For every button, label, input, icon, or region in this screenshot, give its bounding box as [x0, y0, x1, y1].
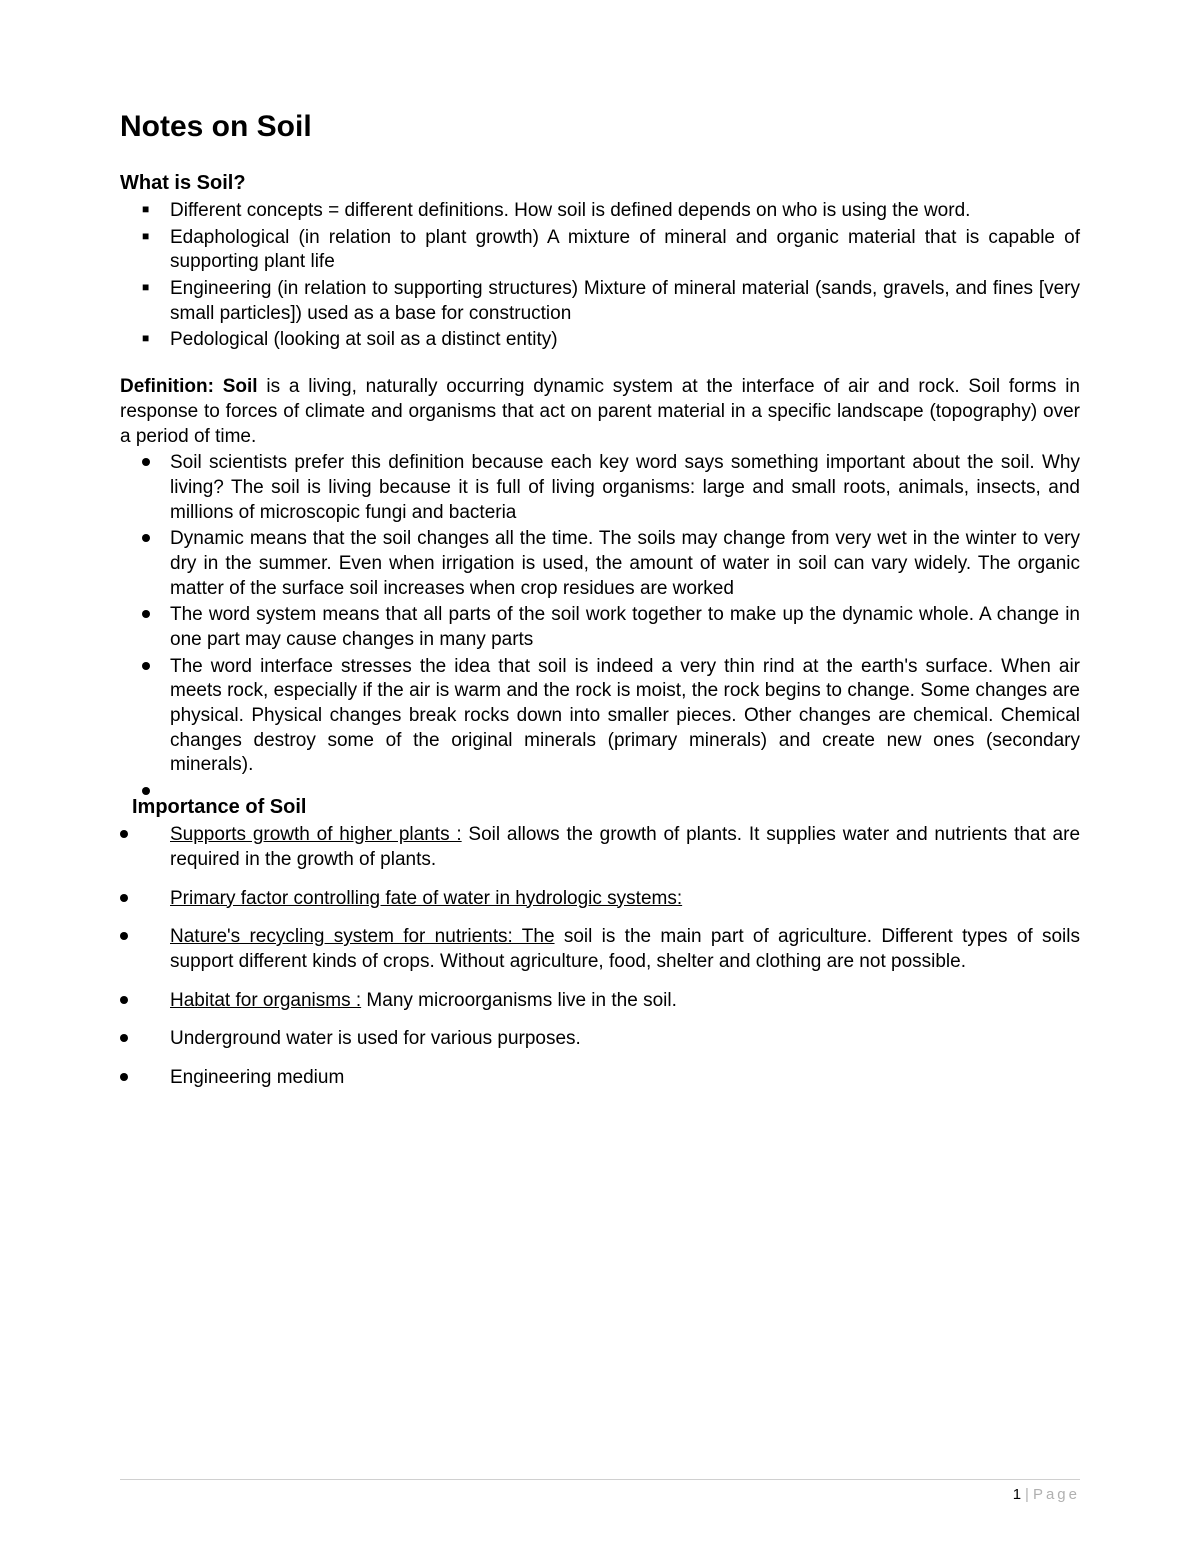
list-item: Underground water is used for various pu… — [120, 1027, 1080, 1052]
list-item: Pedological (looking at soil as a distin… — [170, 328, 1080, 353]
importance-list: Supports growth of higher plants : Soil … — [120, 823, 1080, 1091]
list-item: Engineering medium — [120, 1066, 1080, 1091]
list-item: Edaphological (in relation to plant grow… — [170, 226, 1080, 275]
list-item-lead: Supports growth of higher plants : — [170, 824, 462, 845]
list-item: Different concepts = different definitio… — [170, 199, 1080, 224]
list-item: Nature's recycling system for nutrients:… — [120, 925, 1080, 974]
list-item: Primary factor controlling fate of water… — [120, 887, 1080, 912]
list-item-lead: Primary factor controlling fate of water… — [170, 888, 682, 909]
page-footer: 1|Page — [120, 1479, 1080, 1503]
list-item: Habitat for organisms : Many microorgani… — [120, 989, 1080, 1014]
section-heading-importance: Importance of Soil — [132, 796, 1080, 819]
list-item-rest: Many microorganisms live in the soil. — [361, 990, 677, 1011]
list-item: Engineering (in relation to supporting s… — [170, 277, 1080, 326]
list-item-lead: Nature's recycling system for nutrients:… — [170, 926, 555, 947]
list-item: The word system means that all parts of … — [170, 603, 1080, 652]
page-title: Notes on Soil — [120, 110, 1080, 144]
list-item-lead: Habitat for organisms : — [170, 990, 361, 1011]
list-item: Soil scientists prefer this definition b… — [170, 451, 1080, 525]
definition-list: Soil scientists prefer this definition b… — [120, 451, 1080, 778]
page-label: Page — [1033, 1486, 1080, 1503]
definition-lead: Definition: Soil — [120, 376, 258, 397]
list-item-rest: Engineering medium — [170, 1067, 344, 1088]
document-page: Notes on Soil What is Soil? Different co… — [0, 0, 1200, 1091]
definition-body: is a living, naturally occurring dynamic… — [120, 376, 1080, 446]
definition-paragraph: Definition: Soil is a living, naturally … — [120, 375, 1080, 449]
footer-separator: | — [1025, 1486, 1029, 1503]
what-is-soil-list: Different concepts = different definitio… — [120, 199, 1080, 353]
list-item: Dynamic means that the soil changes all … — [170, 527, 1080, 601]
list-item-rest: Underground water is used for various pu… — [170, 1028, 581, 1049]
list-item: Supports growth of higher plants : Soil … — [120, 823, 1080, 872]
list-item: The word interface stresses the idea tha… — [170, 655, 1080, 778]
section-heading-what-is-soil: What is Soil? — [120, 172, 1080, 195]
page-number: 1 — [1013, 1486, 1021, 1503]
